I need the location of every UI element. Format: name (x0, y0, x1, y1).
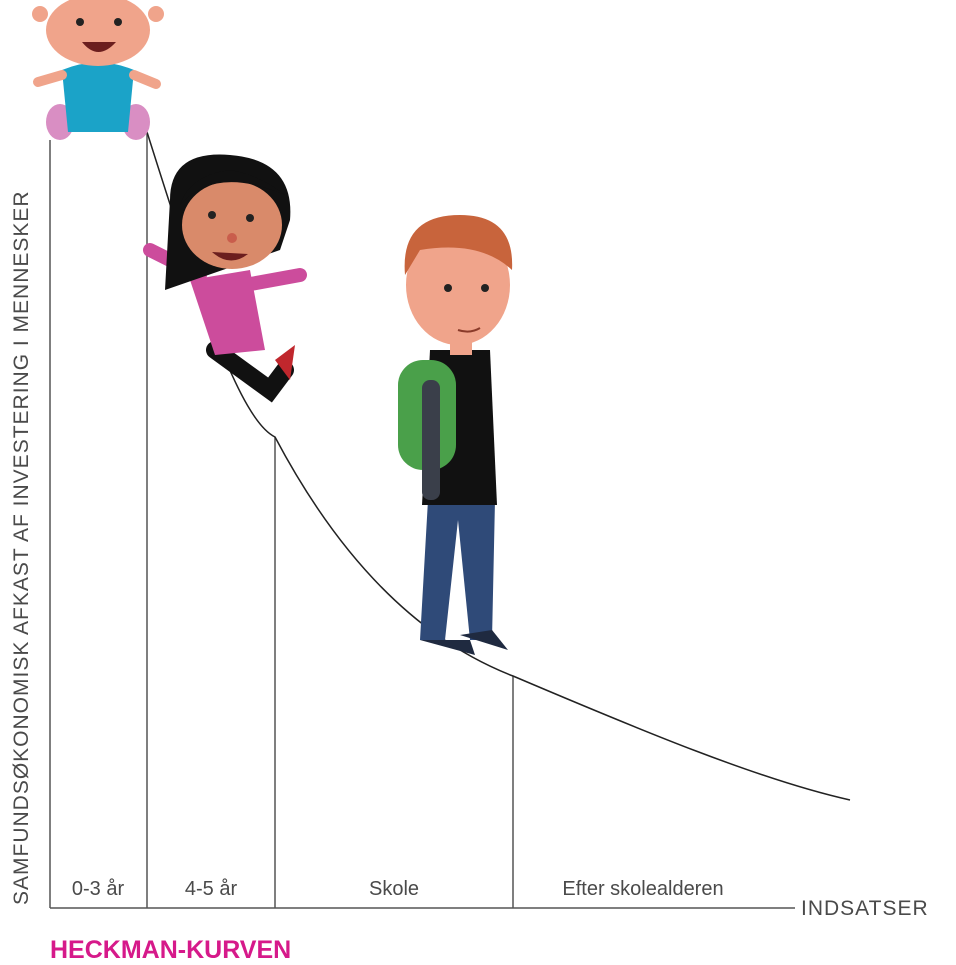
boy-illustration (398, 215, 512, 655)
stage-label: 0-3 år (72, 878, 125, 900)
baby-illustration (32, 0, 164, 140)
x-axis-label: INDSATSER (801, 897, 929, 920)
stage-label: Skole (369, 878, 419, 900)
y-axis-label: SAMFUNDSØKONOMISK AFKAST AF INVESTERING … (10, 190, 33, 905)
stage-label: Efter skolealderen (562, 878, 723, 900)
stage-label: 4-5 år (185, 878, 238, 900)
heckman-diagram: SAMFUNDSØKONOMISK AFKAST AF INVESTERING … (0, 0, 956, 965)
title: HECKMAN-KURVEN (50, 936, 291, 964)
girl-illustration (150, 155, 300, 390)
